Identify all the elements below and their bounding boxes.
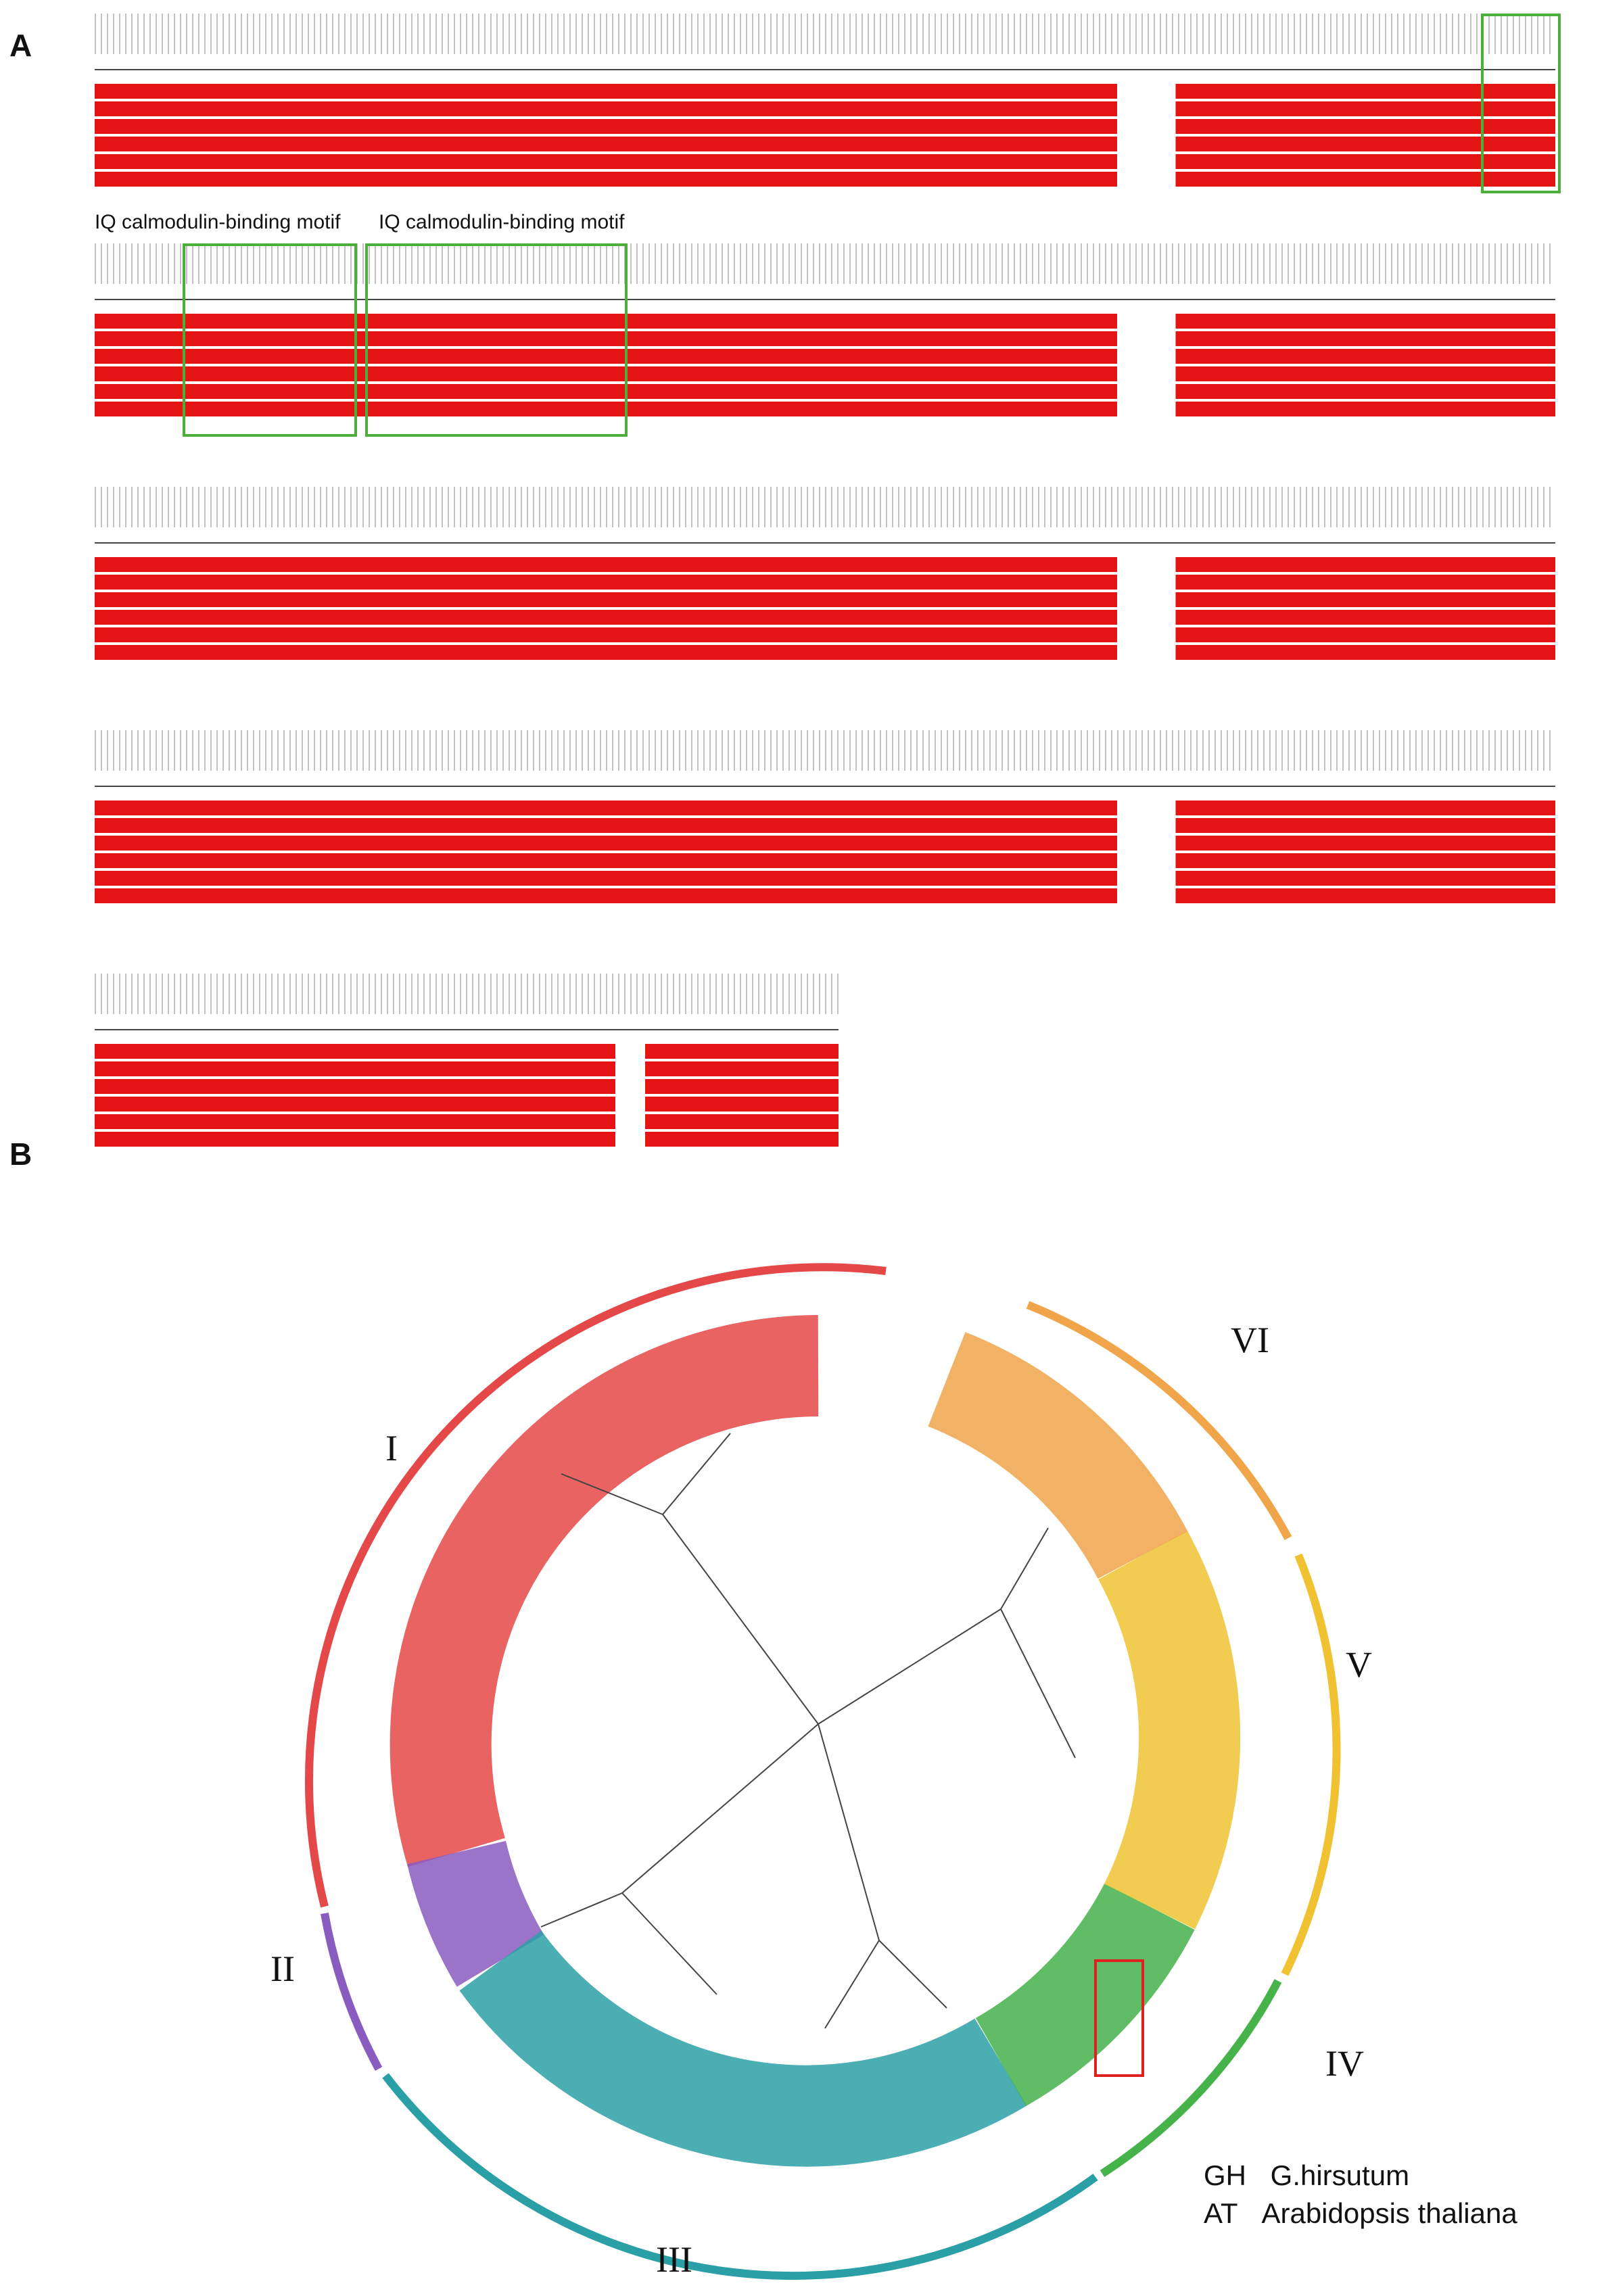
clade-label-VI: VI xyxy=(1231,1320,1269,1360)
position-ruler xyxy=(95,284,1555,300)
iq-motif-box xyxy=(365,243,628,437)
sequence-row xyxy=(95,1061,839,1076)
position-ruler xyxy=(95,771,1555,787)
tree-branches xyxy=(540,1433,1076,2029)
panel-label-b: B xyxy=(9,1137,32,1172)
sequence-row xyxy=(95,575,1555,590)
sequence-row xyxy=(95,1114,839,1129)
sequence-row xyxy=(95,818,1555,833)
secondary-structure-track xyxy=(95,14,1555,54)
clade-label-IV: IV xyxy=(1325,2043,1364,2084)
legend-name: Arabidopsis thaliana xyxy=(1261,2197,1517,2229)
sequence-row xyxy=(95,645,1555,660)
sequence-row xyxy=(95,331,1555,346)
clade-outer-arcs xyxy=(304,1263,1341,2280)
legend-abbr: GH xyxy=(1204,2159,1246,2191)
outer-arc-I xyxy=(304,1263,887,1908)
species-legend: GH G.hirsutum AT Arabidopsis thaliana xyxy=(1204,2157,1517,2232)
clade-wedges xyxy=(390,1315,1241,2167)
sequence-row xyxy=(95,592,1555,607)
sequence-row xyxy=(95,888,1555,903)
sequence-row xyxy=(95,366,1555,381)
legend-row: AT Arabidopsis thaliana xyxy=(1204,2195,1517,2232)
sequence-row xyxy=(95,314,1555,329)
alignment-block-4 xyxy=(95,730,1555,906)
alignment-block-5 xyxy=(95,974,839,1149)
sequence-row xyxy=(95,384,1555,399)
motif-label-2: IQ calmodulin-binding motif xyxy=(379,211,625,233)
clade-wedge-V xyxy=(1098,1530,1241,1930)
sequence-row xyxy=(95,101,1555,116)
tree-branch xyxy=(540,1433,1076,2029)
sequence-row xyxy=(95,627,1555,642)
secondary-structure-track xyxy=(95,487,1555,527)
sequence-row xyxy=(95,557,1555,572)
clade-label-V: V xyxy=(1346,1644,1372,1685)
clade-wedge-II xyxy=(406,1840,544,1987)
alignment-block-1 xyxy=(95,14,1561,193)
sequence-row xyxy=(95,172,1555,187)
clade-label-I: I xyxy=(385,1428,398,1468)
sequence-row xyxy=(95,853,1555,868)
iq-motif-box xyxy=(183,243,357,437)
sequence-row xyxy=(95,84,1555,99)
clade-wedge-VI xyxy=(927,1332,1188,1579)
sequence-row xyxy=(95,1097,839,1111)
secondary-structure-track xyxy=(95,243,1555,284)
sequence-row xyxy=(95,610,1555,625)
sequence-row xyxy=(95,871,1555,886)
clade-label-II: II xyxy=(270,1948,295,1989)
legend-row: GH G.hirsutum xyxy=(1204,2157,1517,2195)
secondary-structure-track xyxy=(95,730,1555,771)
iq-motif-box xyxy=(1481,14,1561,193)
sequence-row xyxy=(95,800,1555,815)
legend-name: G.hirsutum xyxy=(1270,2159,1410,2191)
panel-label-a: A xyxy=(9,28,32,63)
position-ruler xyxy=(95,1014,839,1030)
clade-wedge-III xyxy=(459,1930,1027,2167)
sequence-row xyxy=(95,154,1555,169)
outer-arc-III xyxy=(382,2073,1098,2280)
legend-abbr: AT xyxy=(1204,2197,1237,2229)
outer-arc-VI xyxy=(1026,1301,1292,1540)
panel-b-phylogenetic-tree: I II III IV V VI xyxy=(243,1230,1393,2285)
sequence-row xyxy=(95,836,1555,851)
clade-labels: I II III IV V VI xyxy=(270,1320,1372,2280)
position-ruler xyxy=(95,527,1555,544)
outer-arc-V xyxy=(1281,1553,1341,1976)
position-ruler xyxy=(95,54,1555,70)
sequence-row xyxy=(95,349,1555,364)
outer-arc-IV xyxy=(1100,1979,1282,2178)
clade-wedge-I xyxy=(390,1315,819,1867)
secondary-structure-track xyxy=(95,974,839,1014)
highlight-box xyxy=(1094,1959,1144,2077)
sequence-row xyxy=(95,119,1555,134)
sequence-row xyxy=(95,1132,839,1147)
alignment-block-3 xyxy=(95,487,1555,663)
sequence-row xyxy=(95,1044,839,1059)
alignment-block-2 xyxy=(95,243,1555,437)
tree-svg: I II III IV V VI xyxy=(270,1263,1372,2280)
clade-label-III: III xyxy=(656,2239,692,2280)
sequence-row xyxy=(95,1079,839,1094)
clade-wedge-IV xyxy=(974,1882,1195,2107)
outer-arc-II xyxy=(321,1912,383,2071)
sequence-row xyxy=(95,402,1555,416)
sequence-row xyxy=(95,137,1555,151)
motif-label-1: IQ calmodulin-binding motif xyxy=(95,211,341,233)
